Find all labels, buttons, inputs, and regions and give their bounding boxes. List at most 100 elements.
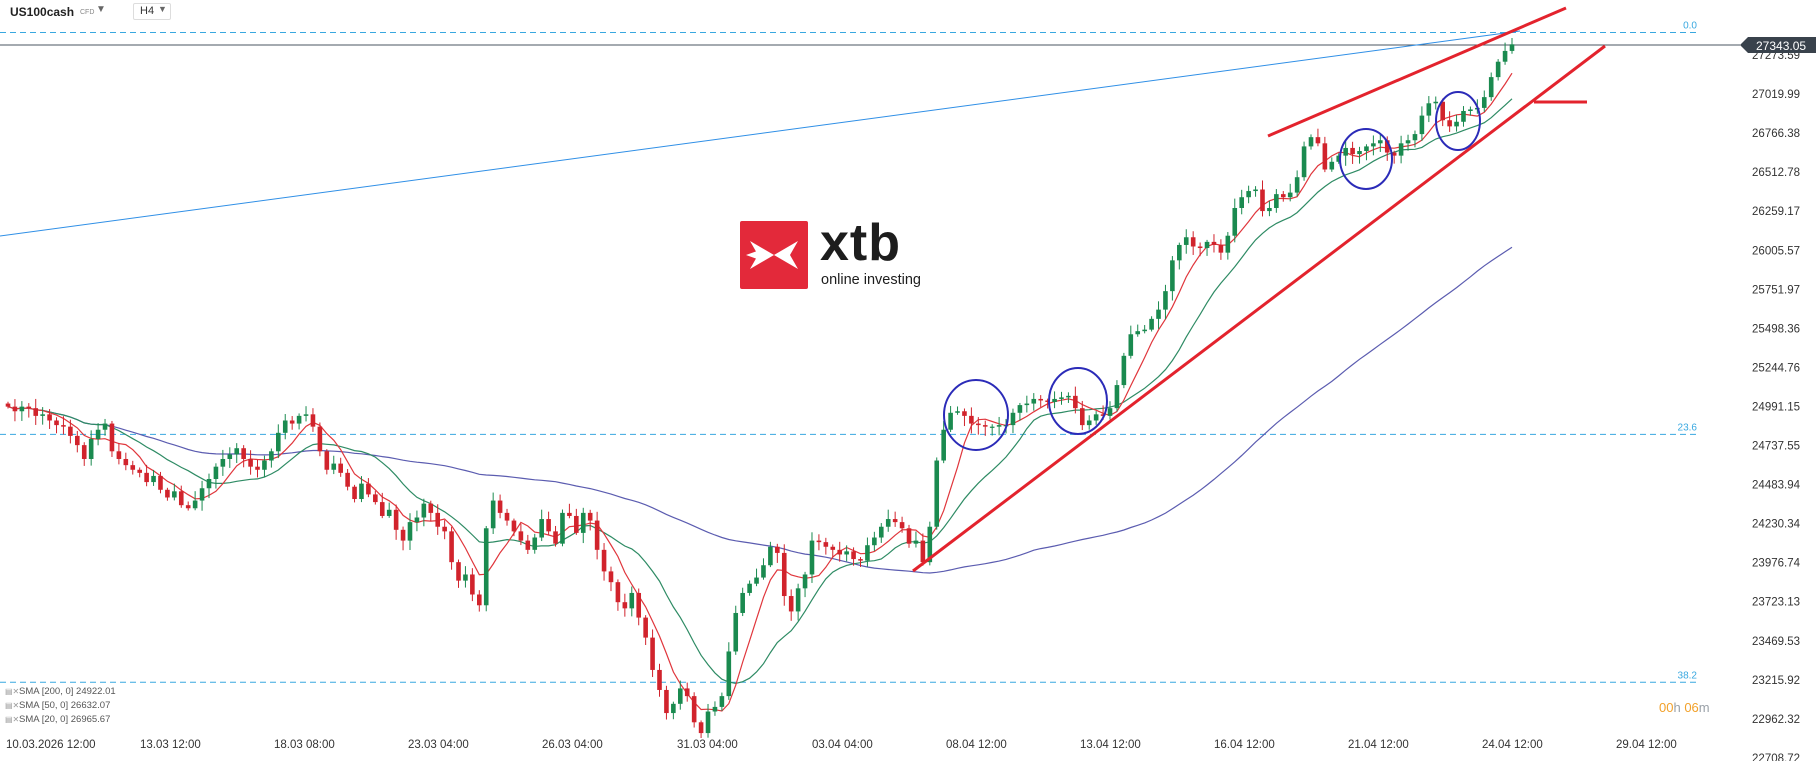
candle-body (373, 494, 378, 503)
candle-body (206, 479, 212, 489)
candle-body (795, 588, 801, 612)
candle-body (1232, 207, 1238, 236)
candle-body (1218, 244, 1224, 253)
moving-averages (7, 72, 1513, 712)
indicator-legend: ▤✕ SMA [200, 0] 24922.01 ▤✕ SMA [50, 0] … (5, 684, 116, 726)
candle-body (691, 696, 697, 723)
y-tick-label: 27019.99 (1752, 89, 1800, 101)
candle-body (1391, 152, 1397, 156)
candle-body (830, 546, 836, 550)
symbol-dropdown-icon[interactable]: ▼ (96, 4, 106, 15)
price-axis[interactable]: 27273.5927019.9926766.3826512.7826259.17… (1752, 50, 1801, 761)
price-tag-shape (1740, 37, 1816, 53)
legend-item-sma200[interactable]: ▤✕ SMA [200, 0] 24922.01 (5, 684, 116, 698)
candle-body (775, 546, 780, 553)
candle-body (996, 425, 1002, 427)
candle-body (1031, 398, 1037, 404)
highlight-circle (943, 379, 1009, 451)
candle-body (1100, 414, 1106, 416)
candle-body (1454, 121, 1459, 127)
candle-body (1107, 408, 1113, 416)
y-tick-label: 25498.36 (1752, 323, 1800, 335)
candle-body (1461, 110, 1466, 122)
candle-body (892, 519, 898, 523)
candle-body (1197, 246, 1203, 249)
xtb-logo: xtb online investing (740, 214, 1075, 291)
candle-body (338, 463, 343, 473)
legend-item-sma20[interactable]: ▤✕ SMA [20, 0] 26965.67 (5, 712, 116, 726)
y-tick-label: 23976.74 (1752, 558, 1801, 570)
candle-body (158, 475, 163, 490)
candle-body (934, 460, 940, 527)
candle-body (289, 420, 295, 424)
fib-level-label: 38.2 (1678, 670, 1698, 681)
candle-body (657, 669, 662, 690)
candle-body (851, 551, 856, 560)
candle-body (587, 512, 593, 521)
settings-icon[interactable]: ▤✕ (5, 700, 20, 710)
candle-body (1274, 194, 1279, 208)
candle-body (123, 458, 129, 466)
candle-body (726, 651, 732, 697)
candle-body (331, 463, 337, 470)
instrument-type: CFD (80, 9, 95, 16)
y-tick-label: 26766.38 (1752, 128, 1800, 140)
candle-body (1315, 137, 1321, 144)
y-tick-label: 25244.76 (1752, 362, 1800, 374)
candle-body (1086, 420, 1092, 426)
candle-body (449, 531, 454, 563)
candle-body (962, 411, 967, 416)
legend-item-sma50[interactable]: ▤✕ SMA [50, 0] 26632.07 (5, 698, 116, 712)
candle-body (546, 519, 551, 532)
candle-body (733, 612, 739, 652)
y-tick-label: 23723.13 (1752, 597, 1800, 609)
settings-icon[interactable]: ▤✕ (5, 714, 20, 724)
candle-body (130, 465, 136, 470)
candle-body (476, 594, 482, 606)
candle-body (497, 500, 503, 513)
x-tick-label: 21.04 12:00 (1348, 739, 1409, 751)
candle-body (747, 583, 752, 593)
candle-body (483, 528, 489, 606)
sma-20-line (7, 72, 1513, 712)
time-axis[interactable]: 10.03.2026 12:00 13.03 12:00 18.03 08:00 23… (6, 739, 1677, 751)
candle-body (137, 469, 142, 473)
symbol-name[interactable]: US100cash (10, 5, 75, 19)
candle-body (1170, 260, 1175, 292)
y-tick-label: 23215.92 (1752, 675, 1800, 687)
fib-level-label: 23.6 (1678, 422, 1698, 433)
candle-body (81, 445, 87, 459)
candle-body (144, 472, 149, 483)
candle-body (366, 483, 371, 495)
candle-body (1378, 140, 1383, 144)
candle-body (68, 426, 73, 436)
candle-body (1038, 398, 1044, 401)
candle-body (442, 526, 447, 532)
candle-body (1336, 155, 1342, 162)
sma-50-line (7, 98, 1513, 685)
candle-body (1398, 143, 1404, 156)
highlight-circle (1048, 367, 1108, 435)
candle-body (816, 540, 822, 543)
candle-body (5, 403, 11, 407)
settings-icon[interactable]: ▤✕ (5, 686, 20, 696)
timer-h: h (1673, 700, 1681, 715)
y-tick-label: 26259.17 (1752, 206, 1800, 218)
candle-body (878, 526, 884, 538)
candle-body (1010, 412, 1016, 426)
candle-body (858, 559, 863, 561)
candle-body (927, 526, 933, 563)
candle-body (1426, 103, 1432, 116)
candle-body (1343, 147, 1348, 156)
candle-body (213, 466, 219, 480)
candle-body (1412, 134, 1418, 141)
candle-body (456, 562, 461, 581)
timeframe-select[interactable]: H4 ▼ (133, 3, 171, 20)
candle-body (1128, 334, 1134, 356)
candle-body (345, 472, 350, 487)
candle-body (601, 549, 607, 572)
candle-body (54, 420, 59, 426)
candle-body (47, 414, 52, 421)
candle-body (234, 448, 240, 455)
